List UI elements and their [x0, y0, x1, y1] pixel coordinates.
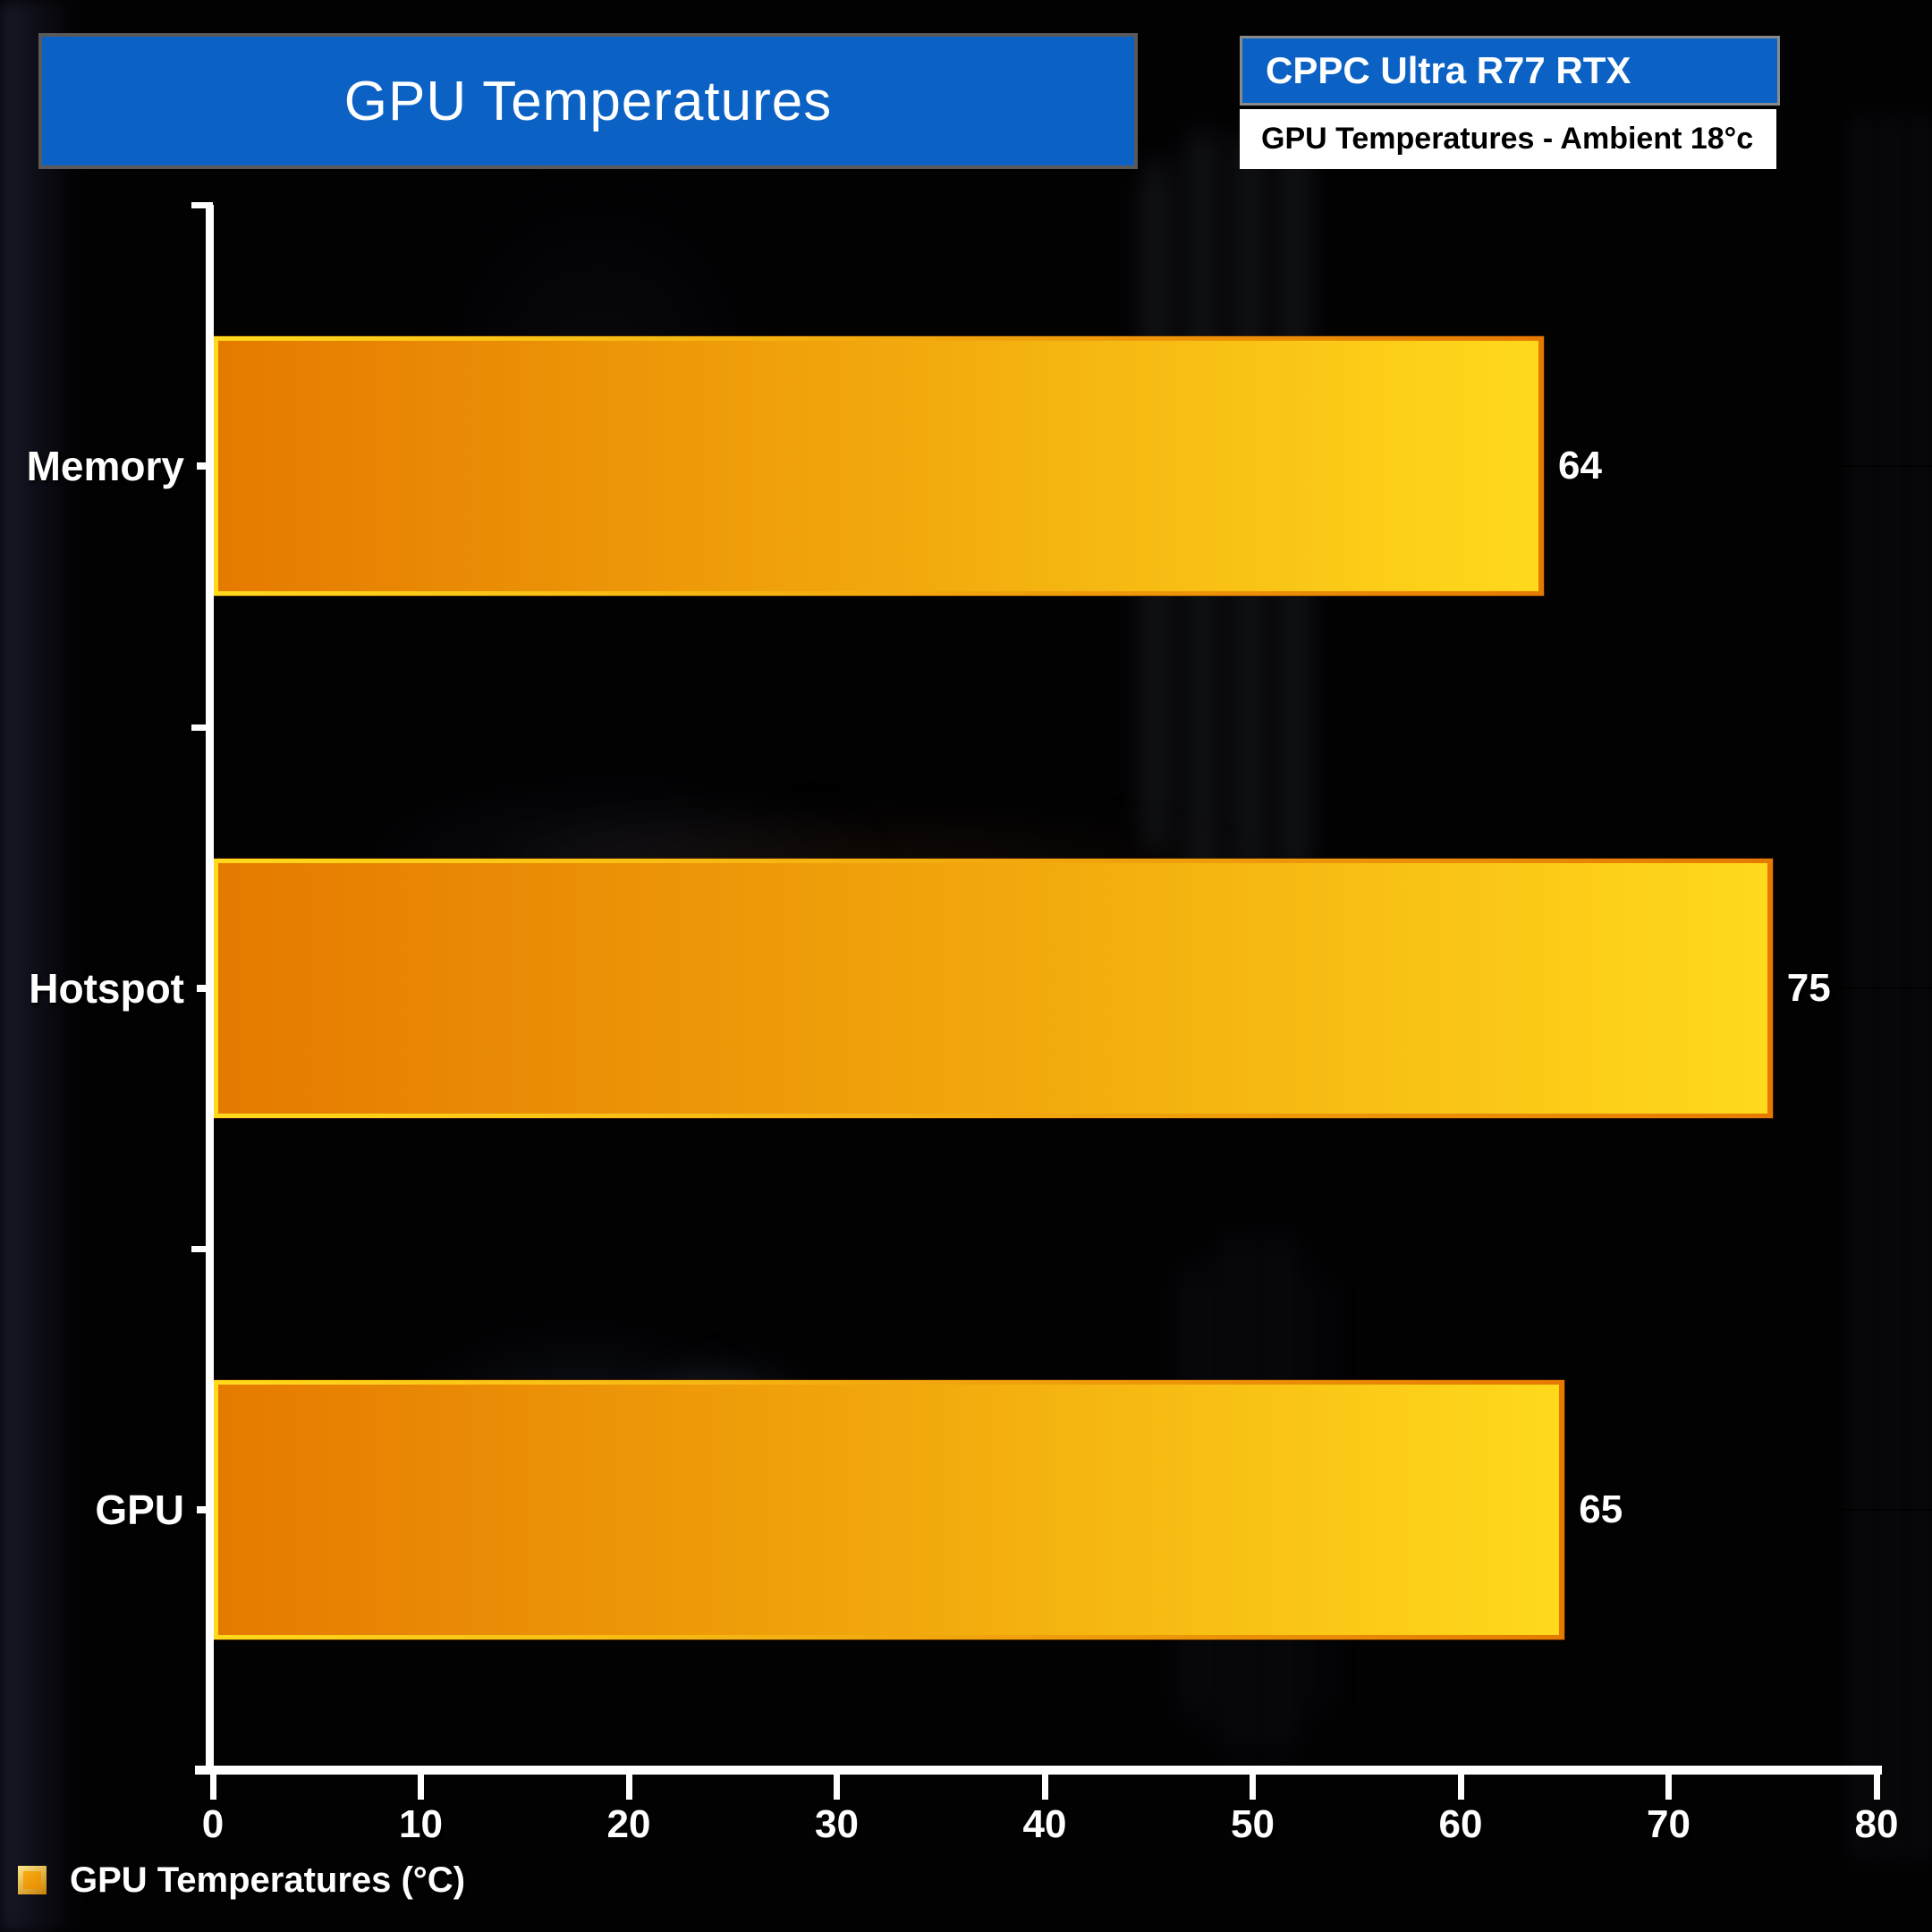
- chart-title-box: GPU Temperatures: [38, 33, 1138, 169]
- x-axis-tick-label: 40: [1022, 1802, 1067, 1846]
- category-center-tick: [197, 984, 213, 992]
- category-label: Memory: [26, 442, 184, 489]
- x-axis-tick-label: 70: [1647, 1802, 1690, 1846]
- x-axis-tick-label: 0: [201, 1802, 225, 1846]
- value-label: 75: [1786, 965, 1831, 1010]
- device-name: CPPC Ultra R77 RTX: [1266, 49, 1631, 91]
- x-axis-tick: [1041, 1775, 1048, 1800]
- background-blur-left-edge: [0, 0, 80, 1932]
- category-center-tick: [197, 1506, 213, 1514]
- chart-subtitle-box: GPU Temperatures - Ambient 18°c: [1240, 109, 1776, 169]
- chart-subtitle: GPU Temperatures - Ambient 18°c: [1261, 122, 1754, 156]
- legend: GPU Temperatures (°C): [18, 1860, 465, 1900]
- bar-fill: [218, 862, 1767, 1114]
- x-axis-tick: [209, 1775, 216, 1800]
- legend-swatch: [18, 1866, 47, 1894]
- device-name-box: CPPC Ultra R77 RTX: [1240, 36, 1780, 106]
- value-label: 65: [1579, 1487, 1623, 1532]
- bar: [213, 335, 1544, 596]
- legend-label: GPU Temperatures (°C): [70, 1860, 466, 1900]
- category-label: GPU: [95, 1487, 184, 1534]
- x-axis-tick: [418, 1775, 424, 1800]
- category-boundary-tick: [191, 202, 213, 208]
- category-boundary-tick: [191, 724, 213, 731]
- x-axis-tick: [1457, 1775, 1464, 1800]
- x-axis-line: [195, 1766, 1882, 1775]
- x-axis-tick-label: 20: [606, 1802, 651, 1846]
- category-center-tick: [197, 462, 213, 470]
- x-axis-tick: [834, 1775, 840, 1800]
- bar: [213, 1380, 1565, 1640]
- category-boundary-tick: [191, 1246, 213, 1253]
- x-axis-tick: [1665, 1775, 1672, 1800]
- x-axis-tick: [1250, 1775, 1256, 1800]
- x-axis-tick: [625, 1775, 632, 1800]
- x-axis-tick-label: 60: [1438, 1802, 1483, 1846]
- bar-fill: [218, 340, 1538, 591]
- x-axis-tick-label: 30: [815, 1802, 859, 1846]
- x-axis-tick-label: 10: [399, 1802, 443, 1846]
- category-label: Hotspot: [29, 964, 184, 1012]
- chart-title: GPU Temperatures: [343, 70, 833, 132]
- x-axis-tick-label: 50: [1231, 1802, 1275, 1846]
- x-axis-tick: [1873, 1775, 1880, 1800]
- x-axis-tick-label: 80: [1854, 1802, 1899, 1846]
- value-label: 64: [1558, 443, 1602, 487]
- bar-fill: [218, 1385, 1560, 1636]
- bar: [213, 858, 1773, 1118]
